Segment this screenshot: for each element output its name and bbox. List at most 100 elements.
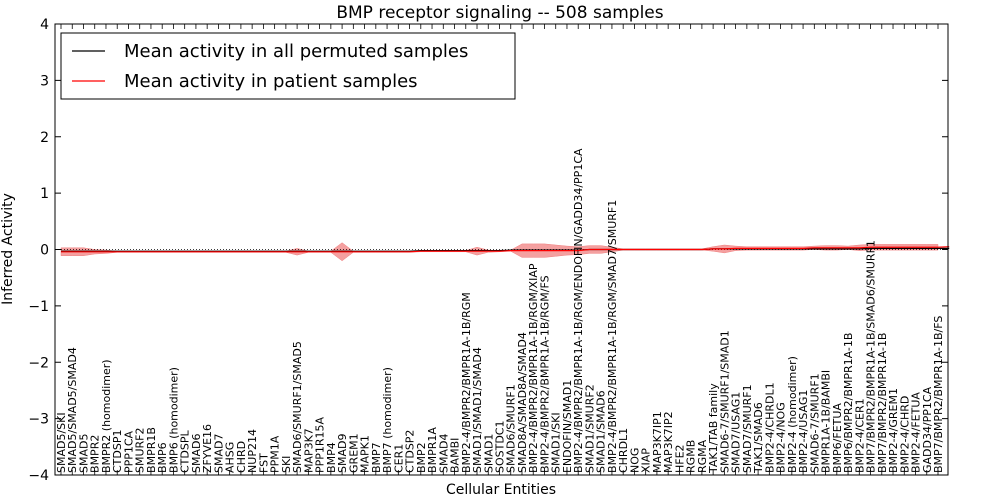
category-label: SMAD5: [78, 434, 91, 473]
category-label: FST: [257, 453, 270, 473]
category-label: BMP7: [370, 442, 383, 473]
series-lines-layer: [55, 246, 950, 253]
category-label: BMP2-4/BMPR2/BMPR1A-1B/RGM/SMAD7/SMURF1: [606, 200, 619, 473]
category-label: SMAD8A/SMAD8A/SMAD4: [516, 332, 529, 473]
category-label: PPM1A: [269, 435, 282, 473]
legend-label-permuted: Mean activity in all permuted samples: [124, 41, 468, 62]
legend-label-patient: Mean activity in patient samples: [124, 71, 418, 92]
category-label: SMAD1/SKI: [550, 412, 563, 473]
category-label: BMP2-4/CHRDL1: [763, 382, 776, 473]
category-label: BMPR1A-1B/BAMBI: [820, 370, 833, 473]
category-label: BMP2-4/NOG: [775, 402, 788, 473]
category-label: NUP214: [246, 429, 259, 473]
category-label: SMURF2: [134, 427, 147, 473]
category-label: SKI: [280, 456, 293, 473]
y-tick-label: −1: [28, 299, 49, 315]
category-label: TAK1/TAB family: [707, 383, 720, 474]
category-label: CTDSPL: [179, 430, 192, 473]
category-label: MAP3K7IP2: [662, 411, 675, 473]
category-label: HFE2: [673, 444, 686, 473]
x-axis-label: Cellular Entities: [446, 482, 556, 498]
category-label: BMP6 (homodimer): [167, 367, 180, 473]
category-label: TAK1/SMAD6: [752, 402, 765, 474]
category-label: SMAD6-7/SMURF1: [808, 373, 821, 473]
category-label: BMP7 (homodimer): [381, 367, 394, 473]
y-tick-label: 4: [40, 17, 49, 33]
y-tick-label: −3: [28, 412, 49, 428]
category-label: BMP2-4/CHRD: [898, 396, 911, 473]
category-label: SMAD9: [336, 434, 349, 473]
category-label: PPP1R15A: [314, 416, 327, 473]
category-label: ZFYVE16: [201, 424, 214, 473]
category-label: RGMA: [696, 439, 709, 473]
y-tick-label: 1: [40, 186, 49, 202]
category-label: SMAD6/SMURF1: [505, 384, 518, 473]
category-label: NOG: [628, 448, 641, 473]
y-tick-label: −4: [28, 468, 49, 484]
category-label: SMAD1/SMAD6: [595, 390, 608, 473]
patient-mean-line: [61, 246, 950, 253]
category-label: XIAP: [640, 448, 653, 473]
category-label: BMP2-4/CER1: [853, 398, 866, 473]
category-label: BMP7/BMPR2/BMPR1A-1B: [876, 333, 889, 474]
category-label: BMP6: [156, 442, 169, 473]
chart-title: BMP receptor signaling -- 508 samples: [336, 3, 663, 23]
category-label: BMPR1B: [145, 427, 158, 473]
category-label: SMAD7/SMURF1: [741, 384, 754, 473]
category-label: BMP2-4/BMPR2/BMPR1A-1B/RGM/XIAP: [527, 263, 540, 473]
category-label: BMP2-4 (homodimer): [786, 356, 799, 473]
legend-box: [60, 32, 516, 100]
category-label: BMP2-4/BMPR2/BMPR1A-1B/RGM/FS: [539, 275, 552, 473]
category-label: BMP4: [325, 442, 338, 473]
category-label: CER1: [392, 444, 405, 473]
category-label: BMP6/FETUA: [831, 403, 844, 473]
category-label: GADD34/PP1CA: [921, 386, 934, 473]
category-label: BMPR1A: [426, 427, 439, 473]
category-label: BMP2-4/USAG1: [797, 390, 810, 473]
category-label: SMAD1/SMAD1/SMAD4: [471, 347, 484, 473]
category-label: MAP3K7IP1: [651, 411, 664, 473]
category-label: SMAD5/SMAD5/SMAD4: [66, 347, 79, 473]
category-label: SMAD5/SKI: [55, 412, 68, 473]
category-label: SMAD7: [212, 434, 225, 473]
category-label: RGMB: [685, 440, 698, 473]
category-label: BMP2: [415, 442, 428, 473]
category-label: SMAD6: [190, 434, 203, 473]
category-label: SMAD1/SMURF2: [583, 384, 596, 473]
y-tick-label: 0: [40, 243, 49, 259]
category-label: BMP7/BMPR2/BMPR1A-1B/FS: [932, 316, 945, 473]
category-label: CHRD: [235, 441, 248, 473]
category-label: SMAD6-7/SMURF1/SMAD1: [718, 330, 731, 473]
category-label: BMP2-4/BMPR2/BMPR1A-1B/RGM/ENDOFIN/GADD3…: [572, 148, 585, 473]
category-label: BAMBI: [449, 438, 462, 473]
y-tick-label: −2: [28, 355, 49, 371]
category-labels-layer: SMAD5/SKISMAD5/SMAD5/SMAD4SMAD5BMPR2BMPR…: [55, 148, 945, 474]
y-axis-label: Inferred Activity: [0, 193, 16, 305]
category-label: MAP3K7: [302, 428, 315, 473]
category-label: SMAD6/SMURF1/SMAD5: [291, 341, 304, 473]
category-label: BMP2-4/GREM1: [887, 388, 900, 473]
category-label: BMP6/BMPR2/BMPR1A-1B: [842, 333, 855, 474]
category-label: BMPR2: [89, 435, 102, 473]
category-label: ENDOFIN/SMAD1: [561, 380, 574, 473]
category-label: SMAD1: [482, 434, 495, 473]
category-label: CHRDL1: [617, 428, 630, 473]
y-tick-label: 2: [40, 130, 49, 146]
category-label: GREM1: [347, 433, 360, 473]
legend: Mean activity in all permuted samples Mea…: [60, 32, 516, 100]
category-label: PPP1CA: [123, 430, 136, 473]
category-label: SOSTDC1: [494, 421, 507, 474]
category-label: MAPK1: [359, 435, 372, 473]
y-tick-label: 3: [40, 73, 49, 89]
category-label: SMAD4: [437, 434, 450, 473]
category-label: AHSG: [224, 442, 237, 473]
category-label: BMP7/BMPR2/BMPR1A-1B/SMAD6/SMURF1: [865, 240, 878, 473]
category-label: BMPR2 (homodimer): [100, 359, 113, 473]
category-label: BMP2-4/FETUA: [910, 392, 923, 473]
category-label: CTDSP1: [111, 429, 124, 472]
axes-layer: 4 3 2 1 0 −1 −2 −3 −4: [28, 17, 949, 484]
category-label: CTDSP2: [404, 430, 417, 473]
category-label: SMAD7/USAG1: [730, 392, 743, 473]
category-label: BMP2-4/BMPR2/BMPR1A-1B/RGM: [460, 292, 473, 473]
